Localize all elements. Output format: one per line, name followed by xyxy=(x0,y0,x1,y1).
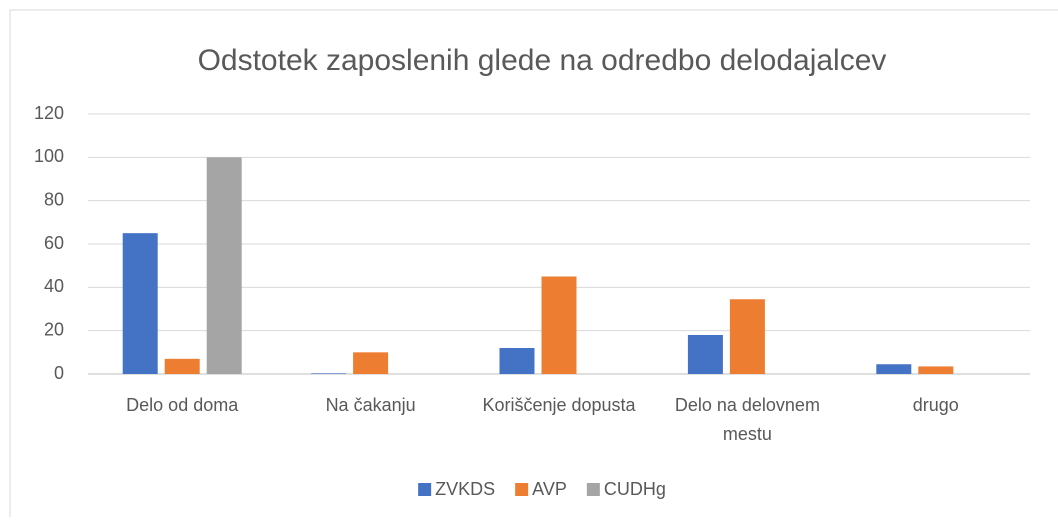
legend-swatch xyxy=(515,483,529,496)
y-tick-label: 40 xyxy=(44,276,64,296)
y-tick-label: 20 xyxy=(44,319,64,339)
y-tick-label: 0 xyxy=(54,363,64,383)
bar xyxy=(206,157,242,374)
x-tick-label: Delo na delovnem mestu xyxy=(675,395,820,444)
y-tick-label: 100 xyxy=(34,146,64,166)
bar xyxy=(164,358,200,374)
bar xyxy=(876,364,912,374)
x-tick-label: Koriščenje dopusta xyxy=(482,395,636,415)
y-tick-label: 120 xyxy=(34,103,64,123)
bar xyxy=(122,233,158,374)
bar xyxy=(353,352,389,374)
legend-label: CUDHg xyxy=(604,479,666,499)
bar xyxy=(729,299,765,374)
bar xyxy=(311,373,347,374)
x-tick-label-line: Delo na delovnem xyxy=(675,395,820,415)
legend-swatch xyxy=(418,483,432,496)
y-tick-label: 60 xyxy=(44,233,64,253)
x-tick-label: Delo od doma xyxy=(126,395,239,415)
bar xyxy=(499,348,535,374)
bar xyxy=(918,366,954,374)
bar xyxy=(687,335,723,374)
chart-title: Odstotek zaposlenih glede na odredbo del… xyxy=(198,44,887,77)
y-tick-label: 80 xyxy=(44,189,64,209)
x-tick-label: Na čakanju xyxy=(326,395,416,415)
x-tick-label: drugo xyxy=(913,395,959,415)
legend-swatch xyxy=(586,483,600,496)
legend-label: ZVKDS xyxy=(435,479,495,499)
bar xyxy=(541,276,577,374)
chart-border xyxy=(9,9,1058,522)
legend-label: AVP xyxy=(532,479,567,499)
x-tick-label-line: mestu xyxy=(723,424,772,444)
